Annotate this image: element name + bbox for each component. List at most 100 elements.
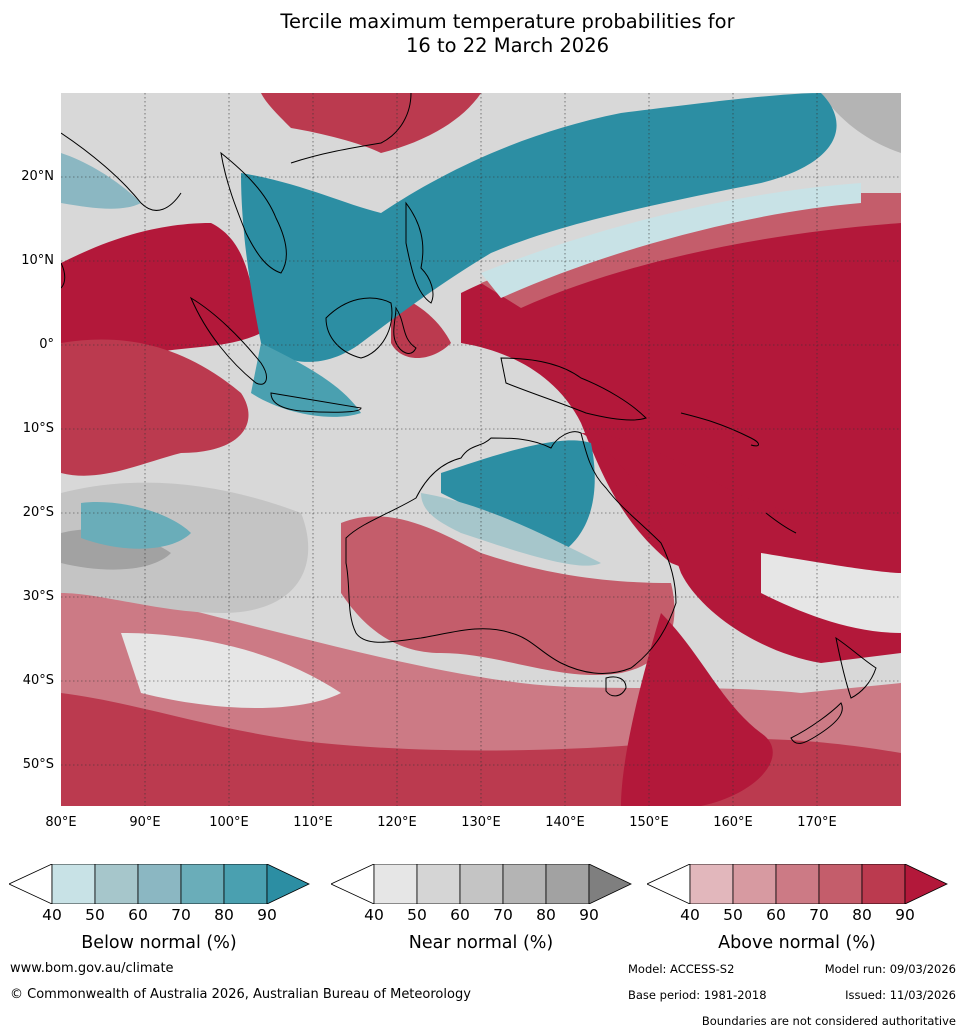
below-region-south-china-sea [241, 93, 837, 362]
below-segment-50-60 [94, 864, 139, 904]
coastline-new-zealand-north [835, 636, 877, 699]
graticule [61, 93, 901, 806]
base-period: Base period: 1981-2018 [628, 988, 767, 1002]
colorbar-near-svg [331, 864, 632, 904]
below-region-north-australia [441, 440, 595, 553]
model-name: Model: ACCESS-S2 [628, 962, 735, 976]
above-tick-80: 80 [852, 906, 872, 924]
title-line-2: 16 to 22 March 2026 [405, 34, 610, 57]
near-tick-80: 80 [536, 906, 556, 924]
below-segment-80-90 [223, 864, 268, 904]
above-tick-70: 70 [809, 906, 829, 924]
below-normal-title: Below normal (%) [81, 933, 237, 953]
coastlines [61, 93, 877, 744]
above-region-tasman [621, 613, 773, 806]
near-normal-title: Near normal (%) [408, 933, 554, 953]
above-region-north-pacific-band [481, 193, 901, 308]
near-extend-low [331, 864, 375, 904]
title-line-1: Tercile maximum temperature probabilitie… [280, 10, 735, 33]
coastline-new-zealand-south [790, 702, 843, 744]
lat-label-0: 0° [39, 337, 54, 352]
lon-label-80e: 80°E [45, 815, 77, 830]
lon-label-120e: 120°E [377, 815, 417, 830]
below-tick-70: 70 [171, 906, 191, 924]
above-tick-50: 50 [723, 906, 743, 924]
boundaries-disclaimer: Boundaries are not considered authoritat… [701, 1014, 956, 1028]
below-region-taiwan-strait [481, 183, 861, 298]
below-segment-70-80 [180, 864, 225, 904]
below-tick-80: 80 [214, 906, 234, 924]
above-segment-40-50 [689, 864, 734, 904]
near-tick-60: 60 [450, 906, 470, 924]
below-normal-regions [61, 93, 861, 566]
below-extend-high [266, 864, 310, 904]
near-segment-60-70 [459, 864, 504, 904]
coastline-new-guinea [500, 357, 647, 421]
coastline-sri-lanka [61, 262, 66, 289]
below-segment-40-50 [51, 864, 96, 904]
above-segment-60-70 [775, 864, 820, 904]
above-segment-50-60 [732, 864, 777, 904]
map-title: Tercile maximum temperature probabilitie… [0, 10, 965, 58]
near-segment-80-90 [545, 864, 590, 904]
near-extend-high [588, 864, 632, 904]
coastline-new-caledonia [765, 512, 797, 534]
above-normal-title: Above normal (%) [718, 933, 876, 953]
lon-label-170e: 170°E [797, 815, 837, 830]
near-tick-90: 90 [579, 906, 599, 924]
probability-map [61, 93, 901, 806]
colorbar-above-normal [647, 864, 948, 904]
copyright-text: © Commonwealth of Australia 2026, Austra… [10, 987, 471, 1002]
below-region-north-australia-fringe [421, 493, 601, 566]
coastline-india [61, 132, 182, 211]
above-region-west-pacific [461, 193, 901, 576]
above-segment-70-80 [818, 864, 863, 904]
below-region-indian-south [81, 502, 191, 549]
website-link[interactable]: www.bom.gov.au/climate [10, 961, 174, 976]
above-region-south-china [261, 93, 481, 153]
above-extend-high [904, 864, 948, 904]
lon-label-130e: 130°E [461, 815, 501, 830]
lon-label-140e: 140°E [545, 815, 585, 830]
colorbar-above-svg [647, 864, 948, 904]
above-tick-90: 90 [895, 906, 915, 924]
lon-label-150e: 150°E [629, 815, 669, 830]
near-region-south-indian [121, 633, 341, 708]
below-extend-low [9, 864, 53, 904]
coastline-indochina [220, 151, 287, 274]
issued-date: Issued: 11/03/2026 [845, 988, 956, 1002]
below-region-bay-of-bengal [61, 153, 141, 209]
above-segment-80-90 [861, 864, 906, 904]
lat-label-20n: 20°N [21, 169, 54, 184]
near-region-east-pacific [761, 553, 901, 633]
near-region-north-east [821, 93, 901, 153]
coastline-philippines [405, 201, 434, 304]
below-tick-60: 60 [128, 906, 148, 924]
lat-label-30s: 30°S [22, 589, 54, 604]
lon-label-100e: 100°E [209, 815, 249, 830]
coastline-sulawesi [393, 306, 417, 354]
coastline-tasmania [605, 676, 627, 697]
lat-label-10s: 10°S [22, 421, 54, 436]
above-region-australia [341, 516, 675, 676]
near-tick-50: 50 [407, 906, 427, 924]
below-segment-60-70 [137, 864, 182, 904]
near-tick-70: 70 [493, 906, 513, 924]
coastline-sumatra [189, 296, 267, 385]
colorbar-near-normal [331, 864, 632, 904]
above-tick-60: 60 [766, 906, 786, 924]
above-extend-low [647, 864, 691, 904]
lon-label-90e: 90°E [129, 815, 161, 830]
near-segment-50-60 [416, 864, 461, 904]
coastline-solomons [680, 412, 759, 447]
near-segment-40-50 [373, 864, 418, 904]
lat-label-10n: 10°N [21, 253, 54, 268]
model-run-date: Model run: 09/03/2026 [824, 962, 956, 976]
below-region-maritime [251, 343, 361, 417]
coastline-china [290, 93, 412, 164]
near-tick-40: 40 [364, 906, 384, 924]
near-segment-70-80 [502, 864, 547, 904]
below-tick-40: 40 [42, 906, 62, 924]
lat-label-50s: 50°S [22, 757, 54, 772]
lon-label-110e: 110°E [293, 815, 333, 830]
